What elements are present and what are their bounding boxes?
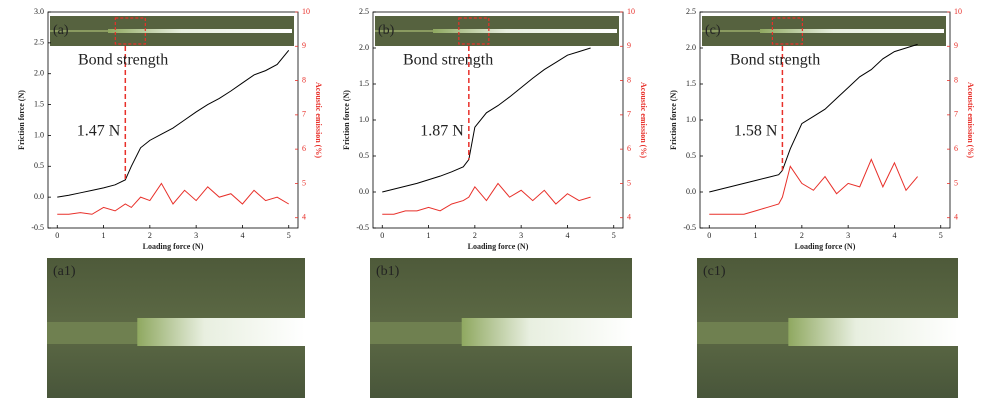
inset-scratch [108,29,292,33]
annotation: Bond strength [730,52,820,69]
y-tick-label: 0.0 [686,187,696,196]
y-tick-label: -0.5 [356,223,369,232]
y-tick-label: 0.5 [359,151,369,160]
x-tick-label: 0 [707,231,711,240]
x-tick-label: 1 [754,231,758,240]
x-tick-label: 3 [194,231,198,240]
x-tick-label: 5 [287,231,291,240]
y2-axis-label: Acoustic emission (%) [314,82,323,158]
x-tick-label: 3 [846,231,850,240]
y-tick-label: -0.5 [683,223,696,232]
y-axis-label: Friction force (N) [669,90,678,150]
x-axis-label: Loading force (N) [143,242,204,251]
micrograph-scratch [461,318,632,346]
inset-highlight [771,17,804,45]
x-tick-label: 0 [380,231,384,240]
y2-axis-label: Acoustic emission (%) [966,82,975,158]
bond-strength-label: 1.47 N [77,123,121,140]
x-axis-label: Loading force (N) [468,242,529,251]
x-tick-label: 4 [565,231,569,240]
y2-tick-label: 4 [302,213,306,222]
y2-tick-label: 7 [954,110,958,119]
panel-label: (b) [378,23,395,38]
y-axis-label: Friction force (N) [342,90,351,150]
x-tick-label: 5 [939,231,943,240]
y2-tick-label: 9 [302,41,306,50]
x-tick-label: 5 [612,231,616,240]
series-line [709,43,918,193]
y2-tick-label: 7 [302,110,306,119]
x-tick-label: 0 [55,231,59,240]
y2-tick-label: 8 [302,75,306,84]
y2-tick-label: 5 [627,178,631,187]
y2-tick-label: 6 [627,144,631,153]
x-tick-label: 2 [800,231,804,240]
y-tick-label: 1.0 [359,115,369,124]
bond-strength-label: 1.87 N [420,123,464,140]
y-axis-label: Friction force (N) [17,90,26,150]
inset-highlight [458,17,490,45]
y-tick-label: 2.0 [686,43,696,52]
y-tick-label: 1.0 [686,115,696,124]
x-tick-label: 1 [427,231,431,240]
y2-tick-label: 10 [302,7,310,16]
micrograph-label: (a1) [53,264,76,279]
y2-tick-label: 4 [954,213,958,222]
y2-tick-label: 7 [627,110,631,119]
annotation: Bond strength [403,52,493,69]
micrograph-scratch [137,318,305,346]
inset-scratch [760,29,944,33]
y2-tick-label: 5 [302,178,306,187]
y2-tick-label: 10 [954,7,962,16]
series-line [57,182,289,215]
series-line [57,49,290,198]
y-tick-label: 2.5 [359,7,369,16]
y-tick-label: -0.5 [31,223,44,232]
y2-tick-label: 5 [954,178,958,187]
x-tick-label: 4 [892,231,896,240]
series-line [382,47,591,193]
series-line [382,182,591,215]
inset-scratch [433,29,617,33]
y2-tick-label: 9 [627,41,631,50]
panel-label: (a) [53,23,69,38]
series-line [709,158,918,215]
y-tick-label: 2.5 [686,7,696,16]
inset-highlight [114,17,146,45]
y2-tick-label: 10 [627,7,635,16]
x-tick-label: 3 [519,231,523,240]
x-axis-label: Loading force (N) [795,242,856,251]
x-tick-label: 2 [148,231,152,240]
y2-tick-label: 9 [954,41,958,50]
y2-tick-label: 6 [302,144,306,153]
y2-tick-label: 6 [954,144,958,153]
x-tick-label: 1 [102,231,106,240]
y-tick-label: 0.5 [686,151,696,160]
bond-strength-label: 1.58 N [734,123,778,140]
y-tick-label: 1.5 [34,99,44,108]
y-tick-label: 2.0 [359,43,369,52]
y-tick-label: 2.5 [34,38,44,47]
micrograph-label: (c1) [703,264,726,279]
plot-frame [47,11,299,229]
micrograph-scratch [788,318,958,346]
y-tick-label: 0.0 [359,187,369,196]
y2-axis-label: Acoustic emission (%) [639,82,648,158]
y-tick-label: 1.5 [686,79,696,88]
y-tick-label: 1.5 [359,79,369,88]
x-tick-label: 4 [240,231,244,240]
micrograph-label: (b1) [376,264,400,279]
panel-label: (c) [705,23,721,38]
x-tick-label: 2 [473,231,477,240]
annotation: Bond strength [78,52,168,69]
y-tick-label: 0.5 [34,161,44,170]
y2-tick-label: 8 [954,75,958,84]
y2-tick-label: 8 [627,75,631,84]
y-tick-label: 2.0 [34,69,44,78]
y-tick-label: 1.0 [34,130,44,139]
y2-tick-label: 4 [627,213,631,222]
y-tick-label: 3.0 [34,7,44,16]
y-tick-label: 0.0 [34,192,44,201]
